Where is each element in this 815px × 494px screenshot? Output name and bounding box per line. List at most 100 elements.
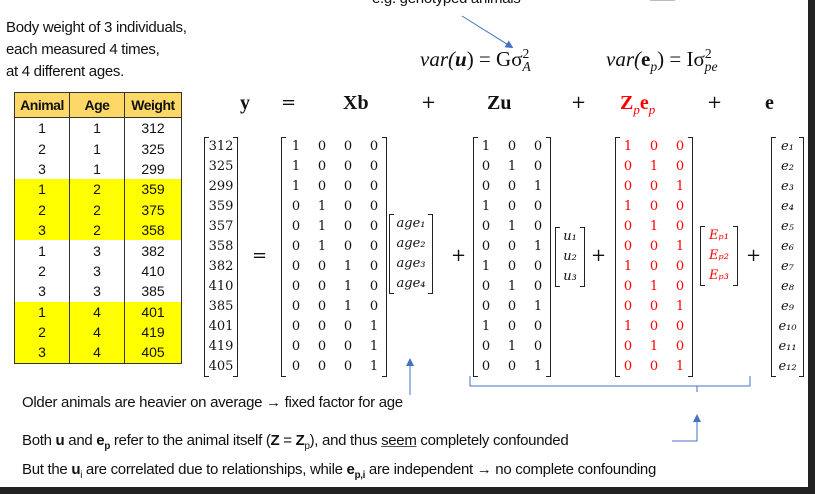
- table-cell: 4: [69, 301, 125, 322]
- matrix-cell: 1: [317, 239, 327, 254]
- matrix-cell: 0: [623, 339, 633, 354]
- x-matrix: 1 0 0 0 1 0 0 0 1 0 0 0 0 1 0 0 0 1 0 0 0 1 0 0 0 0 1 0 0 0 1 0 0 0 1 0 0 0 0 1…: [281, 137, 387, 377]
- matrix-cell: 0: [675, 159, 685, 174]
- matrix-cell: 1: [533, 179, 543, 194]
- table-cell: 359: [124, 179, 182, 200]
- matrix-cell: 0: [343, 199, 353, 214]
- table-row: 3 2 358: [14, 219, 182, 241]
- table-row: 2 1 325: [14, 138, 182, 159]
- arrow-genotyped: [461, 15, 514, 49]
- matrix-cell: 1: [481, 259, 491, 274]
- matrix-cell: 0: [481, 339, 491, 354]
- matrix-cell: 1: [317, 199, 327, 214]
- table-cell: 299: [124, 158, 182, 180]
- table-cell: 419: [124, 321, 182, 343]
- matrix-cell: 419: [208, 339, 234, 354]
- eq-y: y: [240, 92, 250, 114]
- table-cell: 410: [124, 260, 182, 282]
- matrix-cell: 0: [343, 339, 353, 354]
- matrix-cell: 1: [291, 179, 301, 194]
- table-cell: 1: [69, 158, 125, 180]
- table-cell: 4: [69, 321, 125, 343]
- data-table: Animal Age Weight 1 1 312 2 1 325 3 1 299 1 2 359 2 2 37…: [14, 92, 182, 364]
- matrix-cell: 1: [507, 159, 517, 174]
- matrix-cell: age₃: [396, 256, 426, 271]
- matrix-cell: e₁₂: [778, 359, 797, 374]
- matrix-cell: e₁₀: [778, 319, 797, 334]
- arrow-confounded: [672, 414, 701, 442]
- table-cell: 3: [69, 281, 125, 302]
- matrix-cell: 1: [533, 299, 543, 314]
- matrix-cell: 0: [675, 199, 685, 214]
- matrix-cell: 1: [623, 259, 633, 274]
- matrix-cell: 0: [369, 179, 379, 194]
- matrix-cell: 358: [208, 239, 234, 254]
- matrix-cell: 0: [675, 319, 685, 334]
- matrix-cell: 0: [369, 239, 379, 254]
- description-line: at 4 different ages.: [6, 63, 124, 80]
- table-cell: 325: [124, 138, 182, 159]
- eq-equals: =: [281, 92, 297, 113]
- matrix-cell: age₄: [396, 276, 426, 291]
- z-matrix: 1 0 0 0 1 0 0 0 1 1 0 0 0 1 0 0 0 1 1 0 0 0 1 0 0 0 1 1 0 0 0 1 0 0 0 1: [473, 137, 551, 377]
- matrix-cell: 0: [507, 299, 517, 314]
- matrix-cell: 0: [533, 279, 543, 294]
- table-cell: 2: [69, 199, 125, 220]
- matrix-cell: Eₚ₂: [709, 248, 729, 263]
- matrix-cell: 0: [291, 259, 301, 274]
- matrix-cell: 0: [369, 299, 379, 314]
- table-row: 2 4 419: [14, 321, 182, 343]
- matrix-cell: e₈: [781, 279, 794, 294]
- matrix-cell: 0: [369, 159, 379, 174]
- matrix-cell: 385: [208, 299, 234, 314]
- matrix-cell: 0: [317, 139, 327, 154]
- table-cell: 1: [69, 117, 125, 139]
- matrix-cell: 0: [533, 159, 543, 174]
- matrix-cell: u₁: [563, 229, 577, 244]
- matrix-cell: 0: [675, 139, 685, 154]
- matrix-cell: Eₚ₁: [709, 228, 729, 243]
- frame-right: [808, 0, 815, 494]
- description: Body weight of 3 individuals, each measu…: [6, 17, 187, 83]
- matrix-cell: 0: [675, 279, 685, 294]
- matrix-cell: 0: [623, 359, 633, 374]
- b-vector: age₁ age₂ age₃ age₄: [389, 214, 433, 294]
- note-confounded: Both u and ep refer to the animal itself…: [22, 432, 569, 452]
- matrix-cell: 0: [317, 259, 327, 274]
- matrix-cell: 1: [481, 319, 491, 334]
- y-vector: 312 325 299 359 357 358 382 410 385 401 419 405: [204, 137, 238, 377]
- matrix-cell: 0: [649, 359, 659, 374]
- description-line: Body weight of 3 individuals,: [6, 19, 187, 36]
- matrix-cell: 0: [369, 279, 379, 294]
- matrix-cell: u₂: [563, 249, 577, 264]
- matrix-cell: 0: [533, 319, 543, 334]
- matrix-cell: 0: [369, 219, 379, 234]
- matrix-cell: 0: [291, 279, 301, 294]
- table-cell: 2: [14, 199, 70, 220]
- matrix-cell: 0: [507, 199, 517, 214]
- matrix-cell: 0: [533, 219, 543, 234]
- matrix-cell: age₁: [396, 216, 426, 231]
- u-vector: u₁ u₂ u₃: [555, 227, 585, 287]
- table-row: 1 2 359: [14, 179, 182, 200]
- matrix-cell: 1: [507, 339, 517, 354]
- brace-random-effects: [469, 376, 751, 392]
- matrix-cell: 0: [623, 299, 633, 314]
- matrix-cell: e₁₁: [778, 339, 797, 354]
- matrix-cell: 1: [649, 279, 659, 294]
- column-header: Weight: [124, 92, 182, 118]
- matrix-cell: 0: [317, 359, 327, 374]
- matrix-cell: 1: [675, 239, 685, 254]
- table-cell: 358: [124, 219, 182, 241]
- matrix-cell: 1: [481, 199, 491, 214]
- var-ep-equation: var(ep) = Iσ2pe: [606, 46, 718, 75]
- matrix-cell: 0: [649, 299, 659, 314]
- frame-bottom: [0, 487, 815, 494]
- matrix-cell: 1: [623, 139, 633, 154]
- eq-zu: Zu: [487, 92, 512, 114]
- matrix-cell: 0: [291, 199, 301, 214]
- plus-sign: +: [591, 245, 607, 266]
- table-row: 1 1 312: [14, 117, 182, 139]
- matrix-cell: Eₚ₃: [709, 268, 729, 283]
- table-cell: 3: [14, 219, 70, 241]
